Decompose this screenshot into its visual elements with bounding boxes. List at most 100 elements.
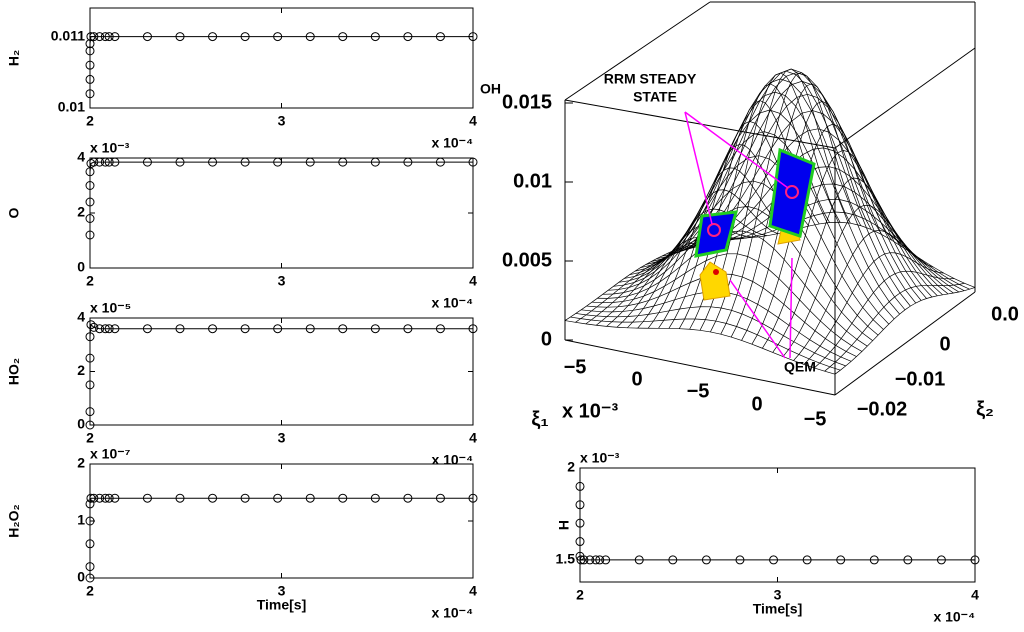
y-multiplier: x 10⁻⁷ bbox=[90, 446, 131, 462]
data-marker bbox=[104, 324, 114, 334]
data-marker bbox=[595, 555, 605, 565]
data-marker bbox=[240, 32, 250, 42]
y-multiplier: x 10⁻⁵ bbox=[90, 300, 131, 316]
z-tick-label: 0 bbox=[541, 328, 552, 350]
data-marker bbox=[836, 555, 846, 565]
x-multiplier: x 10⁻⁴ bbox=[933, 609, 975, 625]
x-tick-label: 2 bbox=[576, 587, 584, 603]
data-marker bbox=[240, 493, 250, 503]
data-marker bbox=[240, 157, 250, 167]
data-marker bbox=[240, 324, 250, 334]
x-tick-label: 4 bbox=[971, 587, 979, 603]
data-marker bbox=[370, 324, 380, 334]
data-marker bbox=[305, 493, 315, 503]
x-tick-label: −5 bbox=[687, 380, 710, 402]
mesh-line bbox=[720, 72, 862, 335]
data-marker bbox=[370, 493, 380, 503]
data-marker bbox=[403, 493, 413, 503]
x-tick-label: 2 bbox=[86, 583, 94, 599]
y-tick-label: 1.5 bbox=[556, 551, 576, 567]
data-marker bbox=[735, 555, 745, 565]
data-marker bbox=[468, 32, 478, 42]
annotation-shapes bbox=[684, 111, 816, 359]
plot-frame bbox=[89, 157, 474, 269]
data-marker bbox=[85, 539, 95, 549]
data-marker bbox=[403, 157, 413, 167]
x-tick-label: 4 bbox=[469, 113, 477, 129]
data-marker bbox=[110, 157, 120, 167]
data-marker bbox=[970, 555, 980, 565]
data-marker bbox=[86, 493, 96, 503]
y-axis-label: ξ₂ bbox=[976, 398, 994, 420]
x-tick-label: 2 bbox=[86, 113, 94, 129]
data-marker bbox=[85, 420, 95, 430]
mesh-line bbox=[710, 68, 851, 333]
data-marker bbox=[104, 157, 114, 167]
data-marker bbox=[273, 324, 283, 334]
data-marker bbox=[95, 493, 105, 503]
data-marker bbox=[95, 32, 105, 42]
data-marker bbox=[85, 89, 95, 99]
data-marker bbox=[86, 320, 96, 330]
box-edge bbox=[834, 291, 976, 396]
y-tick-label: −0.01 bbox=[895, 368, 946, 390]
data-marker bbox=[142, 493, 152, 503]
data-marker bbox=[575, 537, 585, 547]
box-edge bbox=[564, 339, 836, 396]
annotation: STATE bbox=[633, 89, 677, 105]
y-tick-label: 1 bbox=[77, 512, 85, 528]
y-tick-label: 0.01 bbox=[58, 99, 85, 115]
box-edge bbox=[564, 1, 711, 101]
data-marker bbox=[338, 324, 348, 334]
data-marker bbox=[468, 157, 478, 167]
data-marker bbox=[100, 493, 110, 503]
data-marker bbox=[468, 493, 478, 503]
y-tick-label: 0.0 bbox=[991, 303, 1019, 325]
data-marker bbox=[110, 32, 120, 42]
z-tick-label: 0.01 bbox=[513, 170, 552, 192]
x-tick-label: −5 bbox=[564, 356, 587, 378]
y-tick-label: 0 bbox=[939, 333, 950, 355]
data-marker bbox=[85, 214, 95, 223]
data-marker bbox=[208, 324, 218, 334]
data-marker bbox=[104, 493, 114, 503]
mesh-line bbox=[730, 83, 872, 338]
data-marker bbox=[370, 32, 380, 42]
x-tick-label: 2 bbox=[86, 273, 94, 289]
data-marker bbox=[142, 324, 152, 334]
data-marker bbox=[305, 157, 315, 167]
data-marker bbox=[89, 157, 99, 167]
mesh-line bbox=[813, 270, 955, 369]
data-marker bbox=[89, 322, 99, 332]
y-axis-label: HO₂ bbox=[6, 358, 22, 385]
data-marker bbox=[273, 493, 283, 503]
x-tick-label: 2 bbox=[86, 430, 94, 446]
x-tick-label: 0 bbox=[751, 393, 762, 415]
data-marker bbox=[100, 157, 110, 167]
data-marker bbox=[338, 157, 348, 167]
data-marker bbox=[591, 555, 601, 565]
plot-frame bbox=[579, 467, 976, 583]
data-marker bbox=[85, 573, 95, 583]
y-tick-label: −0.02 bbox=[857, 398, 908, 420]
rrm-region bbox=[768, 147, 816, 238]
data-marker bbox=[175, 324, 185, 334]
data-marker bbox=[85, 407, 95, 417]
data-marker bbox=[85, 74, 95, 84]
data-marker bbox=[305, 324, 315, 334]
arrow bbox=[729, 279, 786, 359]
x-axis-label: ξ₁ bbox=[531, 408, 548, 430]
data-marker bbox=[668, 555, 678, 565]
x-tick-label: 3 bbox=[278, 273, 286, 289]
y-tick-label: 0 bbox=[77, 416, 85, 432]
y-tick-label: 2 bbox=[77, 362, 85, 378]
data-marker bbox=[110, 493, 120, 503]
y-tick-label: 2 bbox=[567, 459, 575, 475]
mesh-line bbox=[834, 287, 976, 375]
x-tick-label: −5 bbox=[804, 408, 827, 430]
x-multiplier: x 10⁻⁴ bbox=[431, 295, 473, 311]
data-marker bbox=[338, 493, 348, 503]
arrows bbox=[684, 111, 793, 359]
plot-frame bbox=[89, 463, 474, 579]
data-marker bbox=[305, 32, 315, 42]
